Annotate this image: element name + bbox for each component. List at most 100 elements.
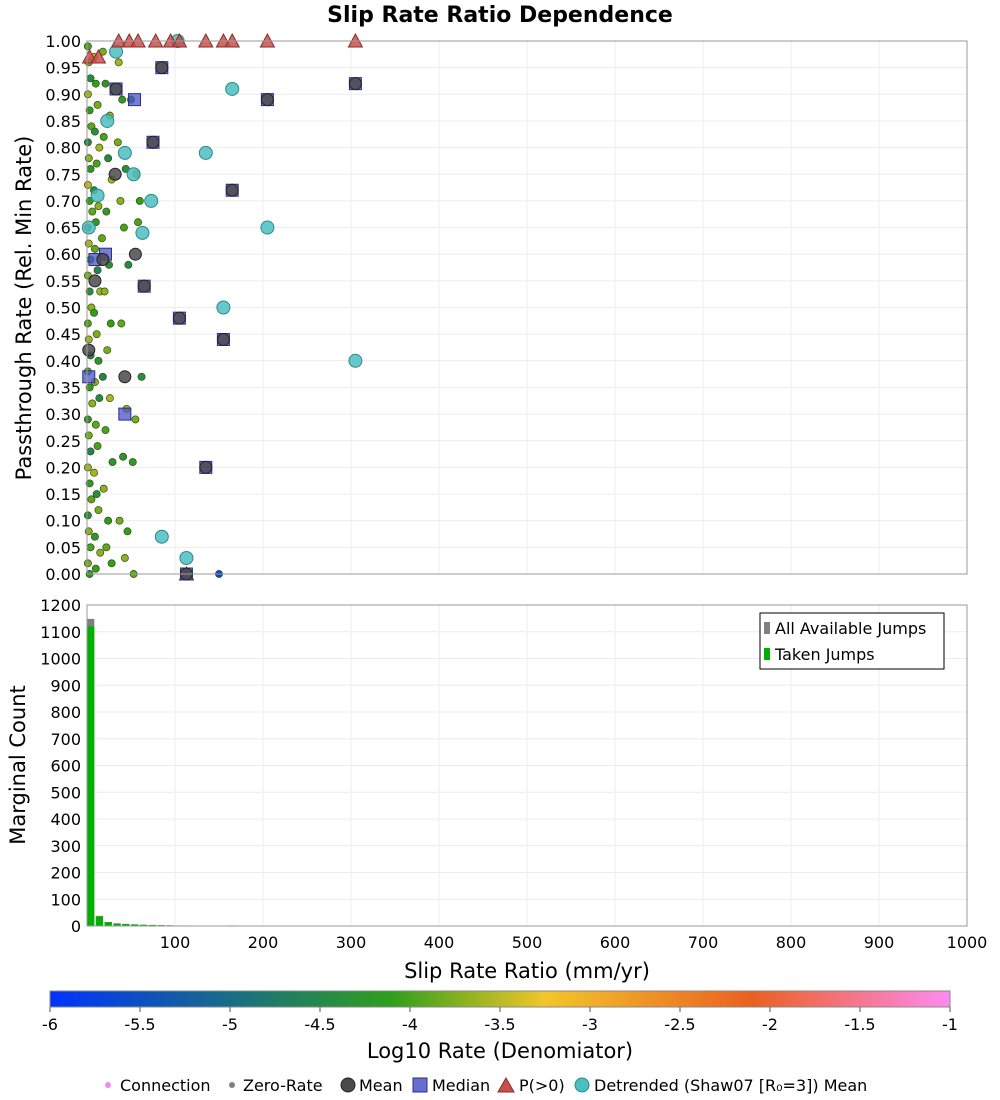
- colored-scatter-point: [83, 180, 92, 189]
- colored-scatter-point: [103, 346, 112, 355]
- colored-scatter-point: [114, 58, 123, 67]
- histogram-y-tick-label: 1000: [40, 650, 81, 669]
- colorbar-tick-label: -6: [42, 1015, 58, 1034]
- scatter-colored-points: [83, 42, 223, 578]
- p-gt-0-marker: [90, 48, 107, 64]
- histogram-x-tick-label: 100: [160, 933, 191, 952]
- histogram-bar-taken-jumps: [104, 922, 112, 926]
- colored-scatter-point: [107, 559, 116, 568]
- colorbar-tick-label: -3.5: [484, 1015, 515, 1034]
- detrended-mean-marker: [216, 300, 231, 315]
- colored-scatter-point: [92, 330, 101, 339]
- colored-scatter-point: [120, 554, 129, 562]
- mean-marker: [109, 82, 123, 96]
- median-marker: [82, 370, 96, 384]
- scatter-y-tick-label: 0.70: [45, 192, 81, 211]
- colorbar-tick-label: -4: [402, 1015, 418, 1034]
- scatter-y-tick-label: 0.20: [45, 458, 81, 477]
- scatter-y-tick-label: 0.10: [45, 512, 81, 531]
- marker-legend: Connection Zero-Rate Mean Median P(>0) D…: [105, 1076, 867, 1095]
- mean-marker: [108, 167, 122, 181]
- histogram-x-tick-label: 800: [776, 933, 807, 952]
- scatter-y-tick-label: 0.90: [45, 85, 81, 104]
- legend-zero-rate-label: Zero-Rate: [243, 1076, 323, 1095]
- histogram-bar-taken-jumps: [113, 923, 121, 926]
- histogram-y-axis-label: Marginal Count: [6, 685, 30, 844]
- colorbar-tick-label: -3: [582, 1015, 598, 1034]
- colored-scatter-point: [115, 516, 124, 525]
- mean-marker: [225, 183, 239, 197]
- colored-scatter-point: [83, 559, 92, 568]
- scatter-y-tick-label: 0.00: [45, 565, 81, 584]
- colored-scatter-point: [134, 218, 142, 227]
- colorbar: -6 -5.5 -5 -4.5 -4 -3.5 -3 -2.5 -2 -1.5 -1 Log10 R…: [42, 990, 958, 1063]
- scatter-y-tick-label: 0.50: [45, 299, 81, 318]
- detrended-mean-marker: [100, 113, 115, 128]
- colored-scatter-point: [101, 79, 110, 88]
- colored-scatter-point: [92, 159, 101, 168]
- colored-scatter-point: [86, 447, 95, 456]
- mean-marker: [96, 253, 110, 267]
- mean-marker: [348, 77, 362, 91]
- scatter-y-axis-label: Passthrough Rate (Rel. Min Rate): [12, 136, 36, 481]
- mean-marker: [260, 93, 274, 107]
- colored-scatter-point: [94, 202, 103, 211]
- histogram-bar-taken-jumps: [95, 916, 104, 926]
- colored-scatter-point: [94, 506, 103, 514]
- colored-scatter-point: [98, 234, 106, 243]
- median-marker: [128, 93, 142, 107]
- detrended-mean-marker: [260, 220, 275, 235]
- legend-p-gt-0-label: P(>0): [519, 1076, 565, 1095]
- colored-scatter-point: [124, 260, 133, 269]
- scatter-y-tick-label: 0.95: [45, 59, 81, 78]
- legend-label-all-jumps: All Available Jumps: [775, 619, 926, 638]
- colored-scatter-point: [90, 468, 98, 477]
- colored-scatter-point: [113, 138, 122, 147]
- colored-scatter-point: [92, 490, 101, 498]
- histogram-bar-taken-jumps: [122, 924, 130, 926]
- legend-zero-rate-marker: [229, 1082, 235, 1088]
- scatter-y-tick-label: 0.55: [45, 272, 81, 291]
- mean-marker: [146, 135, 160, 149]
- histogram-plot-border: [86, 604, 968, 927]
- histogram-x-tick-label: 1000: [947, 933, 988, 952]
- detrended-mean-marker: [198, 145, 213, 160]
- colored-scatter-point: [102, 207, 111, 216]
- colorbar-tick-label: -4.5: [304, 1015, 335, 1034]
- mean-marker: [88, 274, 102, 288]
- detrended-mean-marker: [154, 529, 169, 544]
- colorbar-label: Log10 Rate (Denomiator): [367, 1039, 633, 1063]
- histogram-y-tick-label: 1100: [40, 623, 81, 642]
- mean-marker: [82, 343, 96, 357]
- colorbar-tick-label: -2.5: [664, 1015, 695, 1034]
- histogram-y-tick-label: 400: [50, 810, 81, 829]
- colored-scatter-point: [117, 319, 126, 328]
- histogram-y-tick-label: 800: [50, 703, 81, 722]
- colored-scatter-point: [95, 394, 104, 403]
- colored-scatter-point: [101, 426, 110, 435]
- scatter-y-tick-label: 0.65: [45, 219, 81, 238]
- histogram-y-tick-label: 300: [50, 837, 81, 856]
- colored-scatter-point: [99, 484, 108, 493]
- scatter-y-tick-label: 0.35: [45, 378, 81, 397]
- legend-mean-label: Mean: [359, 1076, 403, 1095]
- histogram-bar-taken-jumps: [131, 924, 139, 926]
- colored-scatter-point: [85, 287, 94, 296]
- histogram-x-axis-label: Slip Rate Ratio (mm/yr): [404, 959, 650, 983]
- scatter-plot-border: [86, 40, 968, 575]
- detrended-mean-marker: [90, 188, 105, 203]
- colored-scatter-point: [86, 543, 95, 552]
- colored-scatter-point: [108, 458, 117, 467]
- colored-scatter-point: [123, 527, 132, 536]
- colored-scatter-point: [128, 458, 137, 467]
- histogram-x-tick-label: 600: [600, 933, 631, 952]
- legend-swatch-taken-jumps: [764, 648, 770, 660]
- histogram-x-tick-label: 500: [512, 933, 543, 952]
- scatter-gridlines: [87, 40, 968, 575]
- colored-scatter-point: [84, 239, 93, 248]
- histogram-x-tick-labels: 100 200 300 400 500 600 700 800 900 1000: [160, 933, 988, 952]
- legend-label-taken-jumps: Taken Jumps: [774, 645, 875, 664]
- legend-detrended-label: Detrended (Shaw07 [R₀=3]) Mean: [594, 1076, 867, 1095]
- detrended-mean-marker: [144, 193, 159, 208]
